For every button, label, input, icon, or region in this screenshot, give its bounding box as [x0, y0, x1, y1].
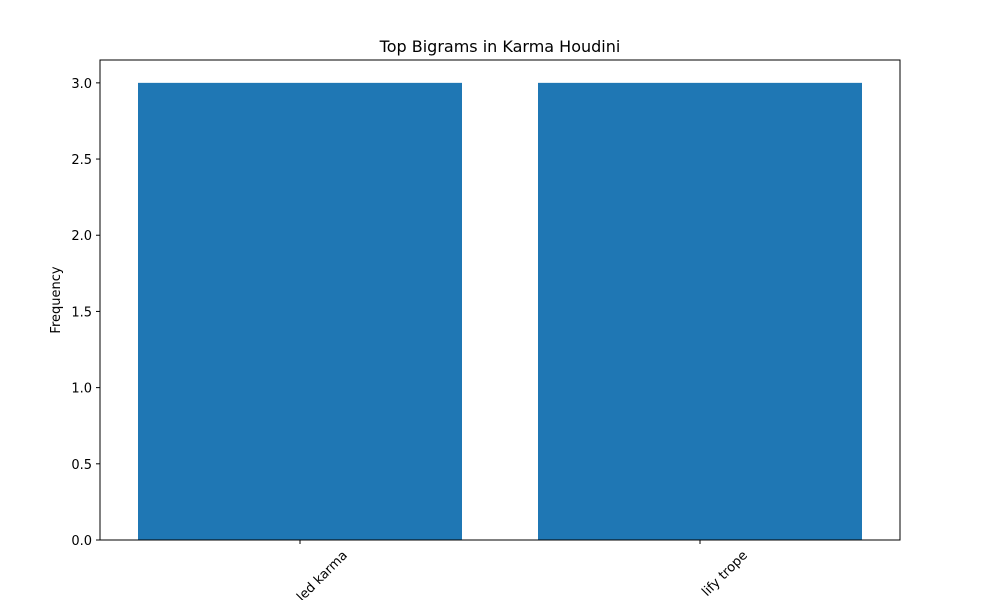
y-tick-label: 2.5: [71, 153, 92, 168]
x-tick-label: lify trope: [699, 548, 750, 599]
y-tick-label: 1.5: [71, 305, 92, 320]
y-tick-label: 0.0: [71, 534, 92, 549]
x-tick-label: led karma: [294, 548, 351, 600]
y-tick-label: 3.0: [71, 77, 92, 92]
y-axis-label: Frequency: [49, 266, 64, 333]
y-tick-label: 1.0: [71, 382, 92, 397]
bar: [538, 82, 862, 540]
plot-frame: [99, 59, 901, 541]
bar: [138, 82, 462, 540]
y-tick-label: 0.5: [71, 458, 92, 473]
chart-title: Top Bigrams in Karma Houdini: [379, 37, 621, 56]
y-tick-label: 2.0: [71, 229, 92, 244]
